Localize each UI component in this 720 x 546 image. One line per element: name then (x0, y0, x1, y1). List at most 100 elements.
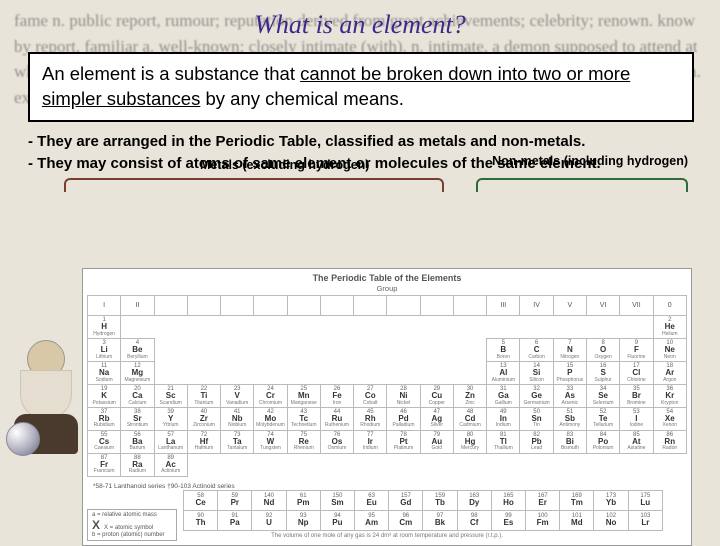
element-Lu: 175Lu (628, 490, 662, 510)
element-Ar: 18ArArgon (653, 361, 686, 384)
element-Tm: 169Tm (560, 490, 594, 510)
element-Mn: 25MnManganese (287, 384, 320, 407)
element-Bi: 83BiBismuth (553, 430, 586, 453)
element-Xe: 54XeXenon (653, 407, 686, 430)
element-Rn: 86RnRadon (653, 430, 686, 453)
element-Ra: 88RaRadium (121, 453, 154, 476)
annotation-row: Metals (excluding hydrogen) Non-metals (… (28, 176, 692, 204)
element-O: 8OOxygen (586, 338, 619, 361)
element-Tb: 159Tb (423, 490, 457, 510)
pt-grid: IIIIIIIVVVIVII0 1HHydrogen2HeHelium3LiLi… (87, 295, 687, 477)
definition-box: An element is a substance that cannot be… (28, 52, 694, 122)
element-Y: 39YYttrium (154, 407, 187, 430)
element-Zn: 30ZnZinc (453, 384, 486, 407)
element-Rh: 45RhRhodium (354, 407, 387, 430)
element-Tl: 81TlThallium (487, 430, 520, 453)
element-Yb: 173Yb (594, 490, 628, 510)
element-Pm: 61Pm (286, 490, 320, 510)
element-Ho: 165Ho (491, 490, 525, 510)
element-Ir: 77IrIridium (354, 430, 387, 453)
element-S: 16SSulphur (586, 361, 619, 384)
element-Eu: 63Eu (355, 490, 389, 510)
slide-title: What is an element? (0, 0, 720, 46)
metals-label: Metals (excluding hydrogen) (200, 158, 369, 172)
element-N: 7NNitrogen (553, 338, 586, 361)
element-P: 15PPhosphorus (553, 361, 586, 384)
bullet-1: - They are arranged in the Periodic Tabl… (28, 132, 692, 152)
element-Bk: 97Bk (423, 510, 457, 530)
element-Pt: 78PtPlatinum (387, 430, 420, 453)
element-Ca: 20CaCalcium (121, 384, 154, 407)
metals-brace (64, 178, 444, 192)
element-Lr: 103Lr (628, 510, 662, 530)
element-Sm: 150Sm (320, 490, 354, 510)
element-W: 74WTungsten (254, 430, 287, 453)
element-Mo: 42MoMolybdenum (254, 407, 287, 430)
element-Es: 99Es (491, 510, 525, 530)
element-La: 57LaLanthanum (154, 430, 187, 453)
element-Th: 90Th (184, 510, 218, 530)
element-Ba: 56BaBarium (121, 430, 154, 453)
pt-title: The Periodic Table of the Elements (87, 273, 687, 283)
element-Cf: 98Cf (457, 510, 491, 530)
element-Li: 3LiLithium (88, 338, 121, 361)
lan-act-grid: 58Ce59Pr140Nd61Pm150Sm63Eu157Gd159Tb163D… (183, 490, 663, 531)
nonmetals-brace (476, 178, 688, 192)
element-Ge: 32GeGermanium (520, 384, 553, 407)
element-Md: 101Md (560, 510, 594, 530)
scientist-illustration (4, 340, 88, 460)
element-I: 53IIodine (620, 407, 653, 430)
element-Cm: 96Cm (389, 510, 423, 530)
element-Ga: 31GaGallium (487, 384, 520, 407)
element-U: 92U (252, 510, 286, 530)
element-Kr: 36KrKrypton (653, 384, 686, 407)
element-Ta: 73TaTantalum (221, 430, 254, 453)
element-Ru: 44RuRuthenium (320, 407, 353, 430)
element-V: 23VVanadium (221, 384, 254, 407)
definition-suffix: by any chemical means. (200, 88, 404, 109)
element-Cd: 48CdCadmium (453, 407, 486, 430)
element-Ac: 89AcActinium (154, 453, 187, 476)
element-Ce: 58Ce (184, 490, 218, 510)
element-Na: 11NaSodium (88, 361, 121, 384)
element-Fr: 87FrFrancium (88, 453, 121, 476)
element-Pr: 59Pr (218, 490, 252, 510)
element-Ne: 10NeNeon (653, 338, 686, 361)
element-Te: 52TeTellurium (586, 407, 619, 430)
element-Cs: 55CsCaesium (88, 430, 121, 453)
element-Pa: 91Pa (218, 510, 252, 530)
element-Pd: 46PdPalladium (387, 407, 420, 430)
element-Np: 93Np (286, 510, 320, 530)
element-Sr: 38SrStrontium (121, 407, 154, 430)
element-Al: 13AlAluminium (487, 361, 520, 384)
element-Pu: 94Pu (320, 510, 354, 530)
element-Fm: 100Fm (526, 510, 560, 530)
element-K: 19KPotassium (88, 384, 121, 407)
element-Rb: 37RbRubidium (88, 407, 121, 430)
element-Si: 14SiSilicon (520, 361, 553, 384)
nonmetals-label: Non-metals (including hydrogen) (492, 154, 688, 168)
element-Co: 27CoCobalt (354, 384, 387, 407)
element-Cu: 29CuCopper (420, 384, 453, 407)
pt-legend: a = relative atomic mass XX = atomic sym… (87, 509, 177, 541)
element-H: 1HHydrogen (88, 316, 121, 339)
lanthanoid-label: *58-71 Lanthanoid series †90-103 Actinoi… (87, 483, 687, 490)
element-Nb: 41NbNiobium (221, 407, 254, 430)
element-Sn: 50SnTin (520, 407, 553, 430)
element-Be: 4BeBeryllium (121, 338, 154, 361)
pt-footer: The volume of one mole of any gas is 24 … (87, 533, 687, 539)
element-Br: 35BrBromine (620, 384, 653, 407)
element-Zr: 40ZrZirconium (187, 407, 220, 430)
element-Nd: 140Nd (252, 490, 286, 510)
element-Au: 79AuGold (420, 430, 453, 453)
periodic-table: The Periodic Table of the Elements Group… (82, 268, 692, 546)
definition-prefix: An element is a substance that (42, 63, 300, 84)
element-Ni: 28NiNickel (387, 384, 420, 407)
element-Am: 95Am (355, 510, 389, 530)
element-Os: 76OsOsmium (320, 430, 353, 453)
element-Po: 84PoPolonium (586, 430, 619, 453)
element-In: 49InIndium (487, 407, 520, 430)
element-Mg: 12MgMagnesium (121, 361, 154, 384)
element-Gd: 157Gd (389, 490, 423, 510)
element-F: 9FFluorine (620, 338, 653, 361)
